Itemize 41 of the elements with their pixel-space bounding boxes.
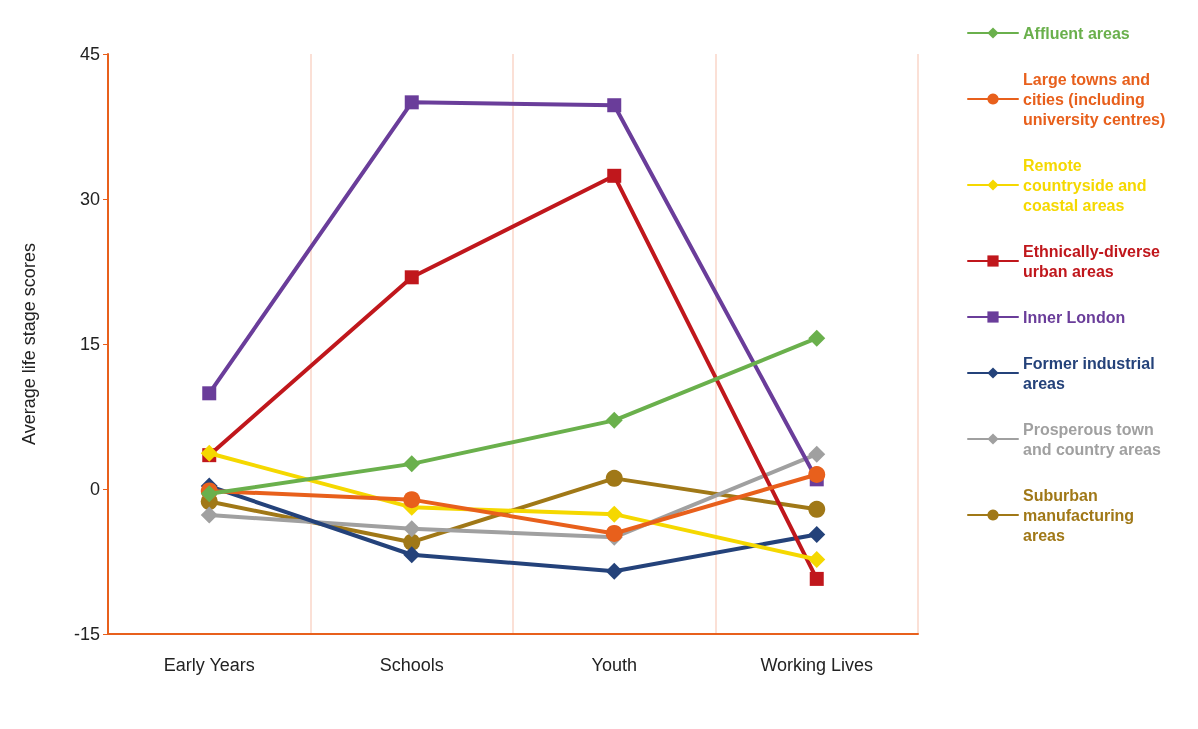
y-tick-label: -15 xyxy=(73,624,100,644)
x-tick-label: Early Years xyxy=(163,655,255,675)
point xyxy=(808,500,826,518)
point xyxy=(605,524,623,542)
point xyxy=(808,329,826,347)
legend-label: Prosperous town and country areas xyxy=(1023,420,1161,458)
point xyxy=(808,525,826,543)
point xyxy=(403,491,421,509)
point xyxy=(200,444,218,462)
point xyxy=(607,168,622,183)
point xyxy=(403,455,421,473)
point xyxy=(607,98,622,113)
point xyxy=(605,411,623,429)
legend-label: Large towns and cities (including university centres) xyxy=(1023,70,1166,128)
x-tick-label: Working Lives xyxy=(760,655,874,675)
y-tick-label: 45 xyxy=(79,44,100,64)
legend-label: Remote countryside and coastal areas xyxy=(1023,156,1152,214)
legend-label: Former industrial areas xyxy=(1023,354,1160,392)
point xyxy=(200,506,218,524)
point xyxy=(404,95,419,110)
point xyxy=(202,386,217,401)
point xyxy=(809,571,824,586)
point xyxy=(605,505,623,523)
y-axis-title: Average life stage scores xyxy=(19,243,39,445)
point xyxy=(605,562,623,580)
legend-label: Suburban manufacturing areas xyxy=(1023,486,1139,544)
y-tick-label: 30 xyxy=(79,189,100,209)
point xyxy=(808,551,826,569)
x-tick-label: Schools xyxy=(379,655,444,675)
y-tick-label: 15 xyxy=(79,334,100,354)
point xyxy=(605,469,623,487)
point xyxy=(404,270,419,285)
point xyxy=(808,445,826,463)
x-tick-label: Youth xyxy=(591,655,637,675)
y-tick-label: 0 xyxy=(89,479,100,499)
point xyxy=(403,520,421,538)
legend-label: Affluent areas xyxy=(1023,24,1130,42)
point xyxy=(808,466,826,483)
legend-label: Ethnically-diverse urban areas xyxy=(1023,242,1165,280)
legend-label: Inner London xyxy=(1023,308,1126,326)
point xyxy=(403,546,421,564)
